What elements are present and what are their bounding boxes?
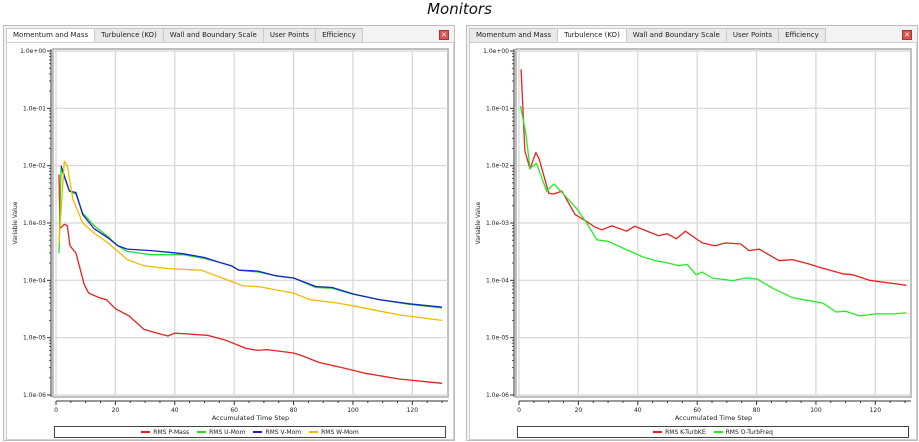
tab-momentum-and-mass[interactable]: Momentum and Mass	[469, 28, 559, 42]
y-axis-label: Variable Value	[475, 201, 482, 244]
tab-efficiency[interactable]: Efficiency	[315, 28, 363, 42]
series-line-rms-w-mom	[58, 160, 443, 322]
legend: RMS P-Mass RMS U-Mom RMS V-Mom RMS W-Mom	[54, 426, 446, 438]
y-tick-label: 1.0e-04	[486, 277, 509, 284]
legend-swatch	[309, 431, 319, 433]
y-tick-label: 1.0e-01	[23, 105, 46, 112]
legend-label: RMS V-Mom	[265, 428, 302, 436]
tab-user-points[interactable]: User Points	[262, 28, 317, 42]
legend: RMS K-TurbKE RMS O-TurbFreq	[517, 426, 909, 438]
x-axis-label: Accumulated Time Step	[675, 414, 752, 422]
x-tick-label: 120	[407, 407, 419, 414]
tab-efficiency[interactable]: Efficiency	[778, 28, 826, 42]
x-axis-label: Accumulated Time Step	[212, 414, 289, 422]
x-tick-label: 100	[347, 407, 359, 414]
x-tick-label: 20	[112, 407, 120, 414]
tab-wall-and-boundary-scale[interactable]: Wall and Boundary Scale	[162, 28, 264, 42]
x-tick-label: 60	[230, 407, 238, 414]
tab-wall-and-boundary-scale[interactable]: Wall and Boundary Scale	[625, 28, 727, 42]
legend-label: RMS P-Mass	[153, 428, 190, 436]
series-line-rms-v-mom	[60, 165, 443, 308]
y-tick-label: 1.0e-03	[23, 220, 46, 227]
tab-user-points[interactable]: User Points	[725, 28, 780, 42]
y-tick-label: 1.0e-04	[23, 277, 46, 284]
tab-turbulence[interactable]: Turbulence (KO)	[557, 28, 627, 43]
y-tick-label: 1.0e-02	[486, 163, 509, 170]
y-tick-label: 1.0e-02	[23, 163, 46, 170]
tab-bar: Momentum and Mass Turbulence (KO) Wall a…	[6, 28, 363, 43]
legend-label: RMS U-Mom	[209, 428, 246, 436]
legend-item: RMS V-Mom	[253, 429, 301, 436]
y-tick-label: 1.0e-01	[486, 105, 509, 112]
y-tick-label: 1.0e-05	[23, 335, 46, 342]
x-tick-label: 100	[810, 407, 822, 414]
x-tick-label: 40	[171, 407, 179, 414]
x-tick-label: 40	[634, 407, 642, 414]
legend-item: RMS W-Mom	[309, 429, 359, 436]
chart-area: 1.0e+00 1.0e-01 1.0e-02 1.0e-03 1.0e-04 1.0e-…	[6, 42, 454, 440]
series-line-rms-p-mass	[58, 174, 443, 384]
tab-momentum-and-mass[interactable]: Momentum and Mass	[6, 28, 96, 43]
legend-swatch	[253, 431, 263, 433]
tab-turbulence[interactable]: Turbulence (KO)	[94, 28, 164, 42]
chart-svg: 1.0e+00 1.0e-01 1.0e-02 1.0e-03 1.0e-04 1.0e-…	[475, 48, 912, 422]
monitor-panel-turbulence: Momentum and Mass Turbulence (KO) Wall a…	[466, 25, 918, 441]
legend-label: RMS W-Mom	[321, 428, 359, 436]
window-title: Monitors	[427, 0, 492, 18]
y-axis-label: Variable Value	[12, 201, 19, 244]
legend-label: RMS O-TurbFreq	[725, 428, 773, 436]
chart-svg: 1.0e+00 1.0e-01 1.0e-02 1.0e-03 1.0e-04 1.0e-…	[12, 48, 449, 422]
x-tick-label: 120	[870, 407, 882, 414]
x-tick-label: 80	[753, 407, 761, 414]
legend-label: RMS K-TurbKE	[665, 428, 706, 436]
y-tick-label: 1.0e-05	[486, 335, 509, 342]
x-tick-label: 60	[693, 407, 701, 414]
legend-item: RMS P-Mass	[141, 429, 189, 436]
legend-swatch	[653, 431, 663, 433]
legend-item: RMS K-TurbKE	[653, 429, 706, 436]
legend-swatch	[713, 431, 723, 433]
y-tick-label: 1.0e-06	[23, 392, 46, 399]
monitor-panel-momentum: Momentum and Mass Turbulence (KO) Wall a…	[3, 25, 455, 441]
series-line-rms-o-turbfreq	[519, 105, 907, 317]
x-tick-label: 0	[54, 407, 58, 414]
y-tick-label: 1.0e+00	[20, 48, 46, 55]
y-tick-label: 1.0e+00	[483, 48, 509, 55]
x-tick-label: 20	[575, 407, 583, 414]
tab-bar: Momentum and Mass Turbulence (KO) Wall a…	[469, 28, 826, 43]
legend-swatch	[197, 431, 207, 433]
legend-swatch	[141, 431, 151, 433]
y-tick-label: 1.0e-03	[486, 220, 509, 227]
y-tick-label: 1.0e-06	[486, 392, 509, 399]
legend-item: RMS U-Mom	[197, 429, 245, 436]
series-line-rms-k-turbke	[520, 69, 907, 286]
x-tick-label: 0	[517, 407, 521, 414]
close-icon[interactable]: ✕	[902, 30, 912, 40]
close-icon[interactable]: ✕	[439, 30, 449, 40]
chart-area: 1.0e+00 1.0e-01 1.0e-02 1.0e-03 1.0e-04 1.0e-…	[469, 42, 917, 440]
legend-item: RMS O-TurbFreq	[713, 428, 773, 436]
x-tick-label: 80	[290, 407, 298, 414]
